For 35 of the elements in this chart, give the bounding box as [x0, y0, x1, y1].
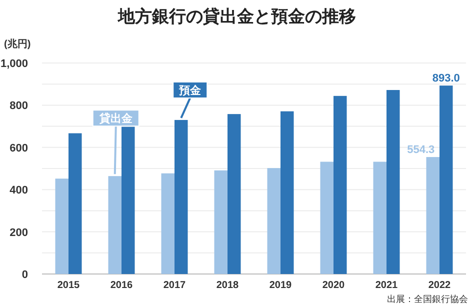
- x-tick-label: 2020: [322, 280, 346, 291]
- bar: [320, 162, 334, 274]
- bar: [440, 86, 453, 274]
- x-tick-label: 2015: [57, 280, 80, 291]
- bar: [228, 114, 241, 274]
- y-tick-label: 600: [10, 142, 28, 154]
- bar: [334, 96, 347, 274]
- y-tick-label: 200: [10, 226, 28, 239]
- y-tick-label: 400: [10, 184, 28, 197]
- data-label: 554.3: [407, 144, 435, 156]
- chart-title: 地方銀行の貸出金と預金の推移: [117, 7, 356, 26]
- bar: [386, 90, 400, 274]
- x-tick-label: 2016: [110, 280, 134, 291]
- x-tick-label: 2017: [163, 280, 186, 291]
- bar: [122, 126, 135, 274]
- y-axis-title: (兆円): [4, 38, 31, 50]
- bar: [68, 133, 82, 274]
- y-tick-label: 800: [10, 100, 28, 112]
- bar: [55, 178, 68, 274]
- y-tick-label: 1,000: [0, 58, 28, 70]
- bar: [426, 157, 440, 274]
- bar: [280, 111, 294, 274]
- bar: [373, 162, 386, 274]
- text: 出展：全国銀行協会: [387, 294, 468, 304]
- y-tick-label: 0: [22, 269, 28, 281]
- x-tick-label: 2019: [269, 280, 292, 291]
- x-tick-label: 2018: [216, 280, 240, 291]
- x-tick-label: 2022: [428, 280, 452, 291]
- bar: [108, 176, 122, 274]
- bar: [174, 120, 188, 274]
- bar: [267, 168, 280, 274]
- bar: [214, 170, 228, 274]
- x-tick-label: 2021: [375, 280, 398, 291]
- bar: [161, 173, 174, 274]
- data-label: 893.0: [432, 72, 460, 85]
